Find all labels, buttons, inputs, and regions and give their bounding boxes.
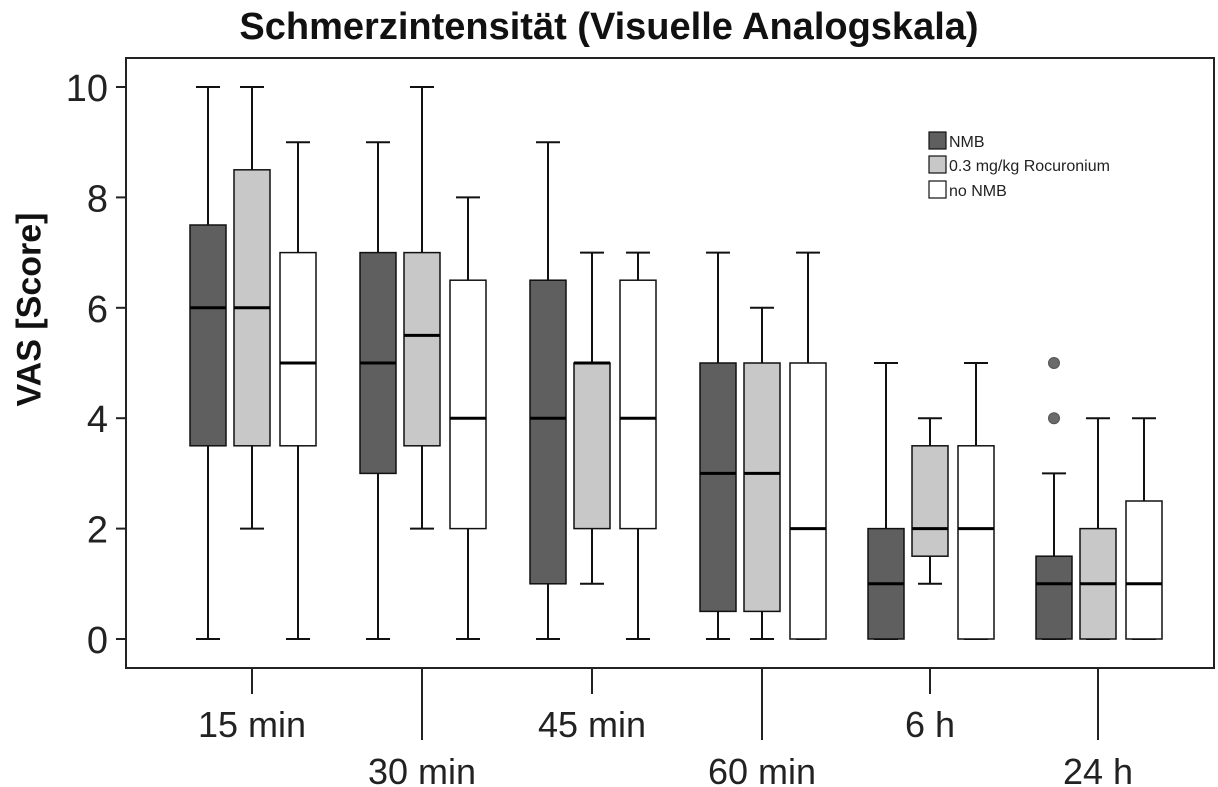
legend-swatch <box>928 155 947 174</box>
box <box>699 362 737 613</box>
y-tick-label: 4 <box>87 399 108 441</box>
outlier-point <box>1048 412 1060 425</box>
y-tick-label: 0 <box>87 620 108 662</box>
box <box>189 224 227 447</box>
legend-label: no NMB <box>949 183 1007 200</box>
x-tick-label: 24 h <box>1063 751 1133 787</box>
chart-title: Schmerzintensität (Visuelle Analogskala) <box>239 6 979 48</box>
x-tick-label: 6 h <box>905 704 955 745</box>
y-tick-label: 6 <box>87 289 108 331</box>
box <box>403 251 441 447</box>
legend-swatch <box>928 180 947 199</box>
y-tick-label: 2 <box>87 510 108 552</box>
y-tick-label: 8 <box>87 178 108 220</box>
x-tick-label: 60 min <box>708 751 816 787</box>
box <box>449 279 487 530</box>
x-tick-label: 45 min <box>538 704 646 745</box>
box <box>1125 500 1163 640</box>
legend-label: NMB <box>949 134 985 151</box>
x-tick-label: 30 min <box>368 751 476 787</box>
y-tick-label: 10 <box>66 68 108 110</box>
box <box>529 279 567 585</box>
box <box>573 362 611 530</box>
x-tick-label: 15 min <box>198 704 306 745</box>
legend-swatch <box>928 131 947 150</box>
outlier-point <box>1048 357 1060 369</box>
box <box>1035 555 1073 640</box>
box <box>743 362 781 613</box>
box <box>789 362 827 640</box>
box <box>957 445 995 640</box>
legend-label: 0.3 mg/kg Rocuronium <box>949 158 1110 175</box>
plot-frame <box>125 57 1215 669</box>
box <box>279 251 317 447</box>
box <box>619 279 657 530</box>
box <box>911 445 949 557</box>
